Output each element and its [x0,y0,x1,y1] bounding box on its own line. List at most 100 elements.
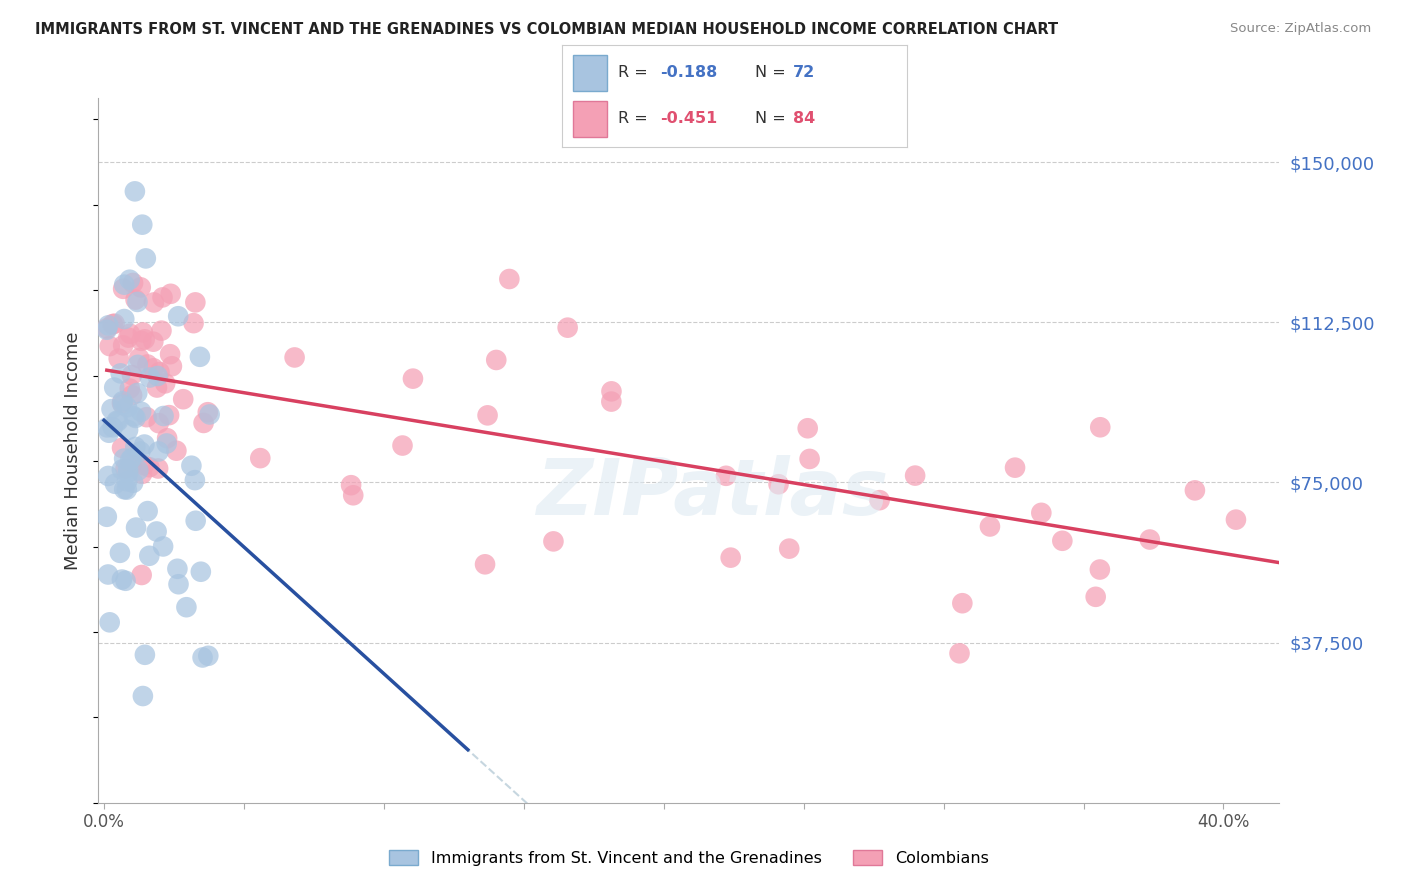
Point [96,509,118,524]
Point [112,451,135,466]
Point [950,596,973,610]
Text: ZIPatlas: ZIPatlas [537,455,889,531]
Point [127,463,149,477]
Point [184,473,207,487]
Point [122,276,145,290]
Point [146,461,169,475]
Point [165,443,187,458]
Point [101,317,124,331]
Point [111,441,134,455]
Point [184,514,207,528]
Point [114,461,136,475]
Point [121,451,143,466]
Point [132,689,155,703]
Point [115,401,138,415]
Point [120,453,142,467]
Point [778,541,800,556]
Text: -0.188: -0.188 [661,65,718,80]
Point [107,414,129,428]
Point [720,550,742,565]
Point [138,460,160,475]
Point [156,436,179,450]
Point [114,574,136,588]
FancyBboxPatch shape [572,101,607,137]
Point [120,458,142,472]
Point [98,615,121,630]
Point [111,462,134,476]
Point [284,351,307,365]
Point [101,420,124,434]
Point [115,475,138,489]
Point [799,451,821,466]
Point [121,388,143,402]
Point [124,410,146,425]
Text: Source: ZipAtlas.com: Source: ZipAtlas.com [1230,22,1371,36]
Point [485,353,508,368]
Point [97,567,120,582]
Point [121,368,143,382]
Point [184,295,207,310]
Point [180,458,202,473]
Point [1139,533,1161,547]
Point [132,326,155,340]
Point [122,475,145,490]
Point [197,405,219,419]
Point [474,558,496,572]
Point [108,546,131,560]
Point [118,326,141,341]
Point [112,282,135,296]
Text: 84: 84 [793,112,815,127]
Point [157,408,180,422]
Point [768,477,790,491]
Point [111,573,134,587]
Point [117,462,139,476]
Point [167,577,190,591]
Point [131,334,153,348]
Point [131,568,153,582]
Point [122,409,145,424]
Point [152,540,174,554]
Point [104,476,127,491]
Point [1225,513,1247,527]
Point [118,382,141,396]
Point [159,286,181,301]
Point [1184,483,1206,498]
Point [117,423,139,437]
Y-axis label: Median Household Income: Median Household Income [65,331,83,570]
Point [105,414,128,428]
Point [97,469,120,483]
Point [1090,420,1112,434]
Point [96,321,118,335]
Text: 72: 72 [793,65,815,80]
Point [166,562,188,576]
Point [148,444,170,458]
Point [197,648,219,663]
Text: N =: N = [755,65,792,80]
Point [136,358,159,372]
Point [117,330,139,344]
Point [391,438,413,452]
Point [107,351,129,366]
Point [152,409,174,423]
Point [118,273,141,287]
Text: -0.451: -0.451 [661,112,718,127]
Point [543,534,565,549]
Point [127,294,149,309]
Point [112,277,135,292]
Point [153,376,176,391]
Point [145,524,167,539]
Point [979,519,1001,533]
Point [129,444,152,458]
Point [160,359,183,374]
Point [111,396,134,410]
Point [111,394,134,409]
Point [132,458,155,472]
Point [183,316,205,330]
Point [97,318,120,333]
Point [156,431,179,445]
Point [948,646,970,660]
Point [600,384,623,399]
Point [142,361,165,376]
Point [1004,460,1026,475]
Point [198,408,221,422]
